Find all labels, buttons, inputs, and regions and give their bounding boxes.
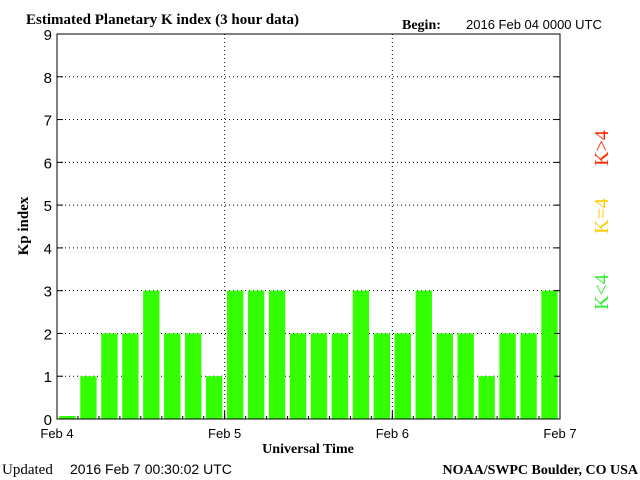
y-tick-label: 7 bbox=[44, 113, 52, 130]
bar bbox=[289, 333, 307, 419]
y-tick-label: 0 bbox=[44, 412, 52, 429]
y-tick-label: 1 bbox=[44, 369, 52, 386]
bar bbox=[352, 290, 370, 419]
bar bbox=[331, 333, 349, 419]
y-tick-label: 6 bbox=[44, 155, 52, 172]
bar bbox=[478, 376, 495, 419]
grid-lines bbox=[57, 34, 560, 419]
bar bbox=[373, 333, 391, 419]
bar bbox=[247, 290, 265, 419]
bar bbox=[59, 416, 76, 419]
chart-title: Estimated Planetary K index (3 hour data… bbox=[26, 12, 299, 28]
bar bbox=[122, 333, 139, 419]
y-axis-label: Kp index bbox=[16, 196, 32, 255]
y-tick-label: 4 bbox=[44, 241, 52, 258]
bar bbox=[415, 290, 432, 419]
bar bbox=[541, 290, 558, 419]
x-axis-ticks: Feb 4 Feb 5 Feb 6 Feb 7 bbox=[40, 411, 577, 441]
x-tick-label: Feb 5 bbox=[208, 426, 241, 441]
y-tick-label: 2 bbox=[44, 326, 52, 343]
x-tick-label: Feb 4 bbox=[40, 426, 73, 441]
bar bbox=[310, 333, 328, 419]
source-credit: NOAA/SWPC Boulder, CO USA bbox=[442, 463, 638, 478]
updated-value: 2016 Feb 7 00:30:02 UTC bbox=[70, 461, 232, 477]
bar bbox=[206, 376, 223, 419]
y-tick-label: 3 bbox=[44, 284, 52, 301]
bar-series bbox=[59, 290, 558, 419]
bar bbox=[268, 290, 286, 419]
legend-k-greater-4: K>4 bbox=[591, 130, 613, 166]
bar bbox=[499, 333, 516, 419]
begin-value: 2016 Feb 04 0000 UTC bbox=[466, 17, 602, 32]
y-axis-ticks: 0 1 2 3 4 5 6 7 8 9 bbox=[44, 27, 560, 429]
legend-k-equal-4: K=4 bbox=[591, 198, 613, 234]
bar bbox=[185, 333, 202, 419]
bar bbox=[226, 290, 244, 419]
bar bbox=[457, 333, 474, 419]
x-axis-label: Universal Time bbox=[262, 442, 354, 457]
y-tick-label: 9 bbox=[44, 27, 52, 44]
bar bbox=[436, 333, 453, 419]
bar bbox=[520, 333, 537, 419]
y-tick-label: 5 bbox=[44, 198, 52, 215]
bar bbox=[101, 333, 118, 419]
legend-k-less-4: K<4 bbox=[591, 274, 613, 310]
bar bbox=[394, 333, 411, 419]
begin-label: Begin: bbox=[402, 18, 441, 33]
bar bbox=[143, 290, 160, 419]
x-tick-label: Feb 7 bbox=[543, 426, 576, 441]
x-tick-label: Feb 6 bbox=[376, 426, 409, 441]
bar bbox=[80, 376, 97, 419]
updated-label: Updated bbox=[2, 462, 53, 478]
bar bbox=[164, 333, 181, 419]
y-tick-label: 8 bbox=[44, 70, 52, 87]
